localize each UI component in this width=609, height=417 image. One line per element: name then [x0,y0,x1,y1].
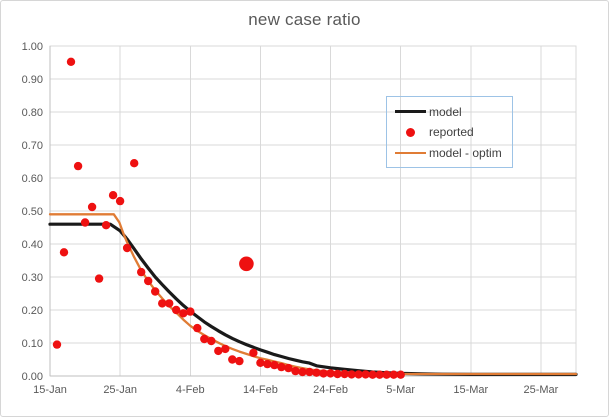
y-tick-label: 1.00 [22,41,43,53]
reported-point [186,307,195,316]
reported-point [221,344,230,354]
reported-point [305,367,314,377]
x-tick-label: 15-Mar [453,384,488,396]
reported-point [94,274,104,283]
y-tick-label: 0.70 [22,140,43,152]
reported-point [249,348,258,358]
y-tick-label: 0.50 [22,206,43,218]
y-tick-label: 0.90 [22,74,43,86]
reported-point [382,370,391,379]
reported-point [80,218,90,227]
reported-point [389,370,398,379]
reported-point [256,358,265,367]
reported-point [158,299,167,308]
x-tick-label: 24-Feb [313,384,348,396]
legend-label-reported: reported [429,125,474,139]
legend-item-model[interactable]: model [395,103,508,121]
reported-point [130,159,139,168]
reported-point [347,370,356,379]
legend-item-model-optim[interactable]: model - optim [395,144,508,162]
reported-point [270,360,279,370]
reported-point [235,356,244,366]
reported-point [87,202,97,212]
y-tick-label: 0.20 [22,305,43,317]
reported-point [228,355,237,364]
reported-point [214,346,223,356]
reported-point [340,369,349,379]
x-tick-label: 5-Mar [386,384,415,396]
reported-point [396,370,405,379]
legend[interactable]: model reported model - optim [386,96,513,168]
reported-point [361,370,370,379]
reported-dot-swatch [406,127,415,137]
reported-point [298,367,307,377]
x-tick-label: 25-Mar [524,384,559,396]
legend-item-reported[interactable]: reported [395,123,508,141]
reported-point [115,196,125,206]
reported-point [165,299,174,308]
reported-point [284,363,293,373]
model-optim-line-swatch [395,151,426,154]
reported-point [108,191,118,200]
reported-point [326,369,335,378]
legend-label-model: model [429,104,462,119]
reported-point [368,370,377,379]
reported-point [312,368,321,377]
reported-outlier-point [239,256,254,272]
model-optim-line [48,213,578,376]
x-tick-label: 4-Feb [176,384,205,396]
reported-point [144,276,153,286]
reported-point [207,336,216,346]
reported-point [172,305,181,315]
reported-point [137,267,146,277]
y-tick-label: 0.30 [22,272,43,284]
y-tick-label: 0.00 [22,371,43,383]
reported-point [52,340,62,349]
model-line-swatch [395,110,426,113]
reported-point [59,248,69,257]
reported-point [193,323,202,333]
reported-point [73,161,83,171]
x-tick-label: 14-Feb [243,384,278,396]
reported-point [263,359,272,369]
reported-point [122,243,132,253]
y-tick-label: 0.40 [22,239,43,251]
reported-point [277,362,286,372]
x-tick-label: 15-Jan [33,384,67,396]
reported-point [101,221,111,230]
reported-point [319,369,328,378]
y-tick-label: 0.10 [22,338,43,350]
reported-point [354,370,363,379]
reported-point [333,369,342,379]
y-tick-label: 0.60 [22,173,43,185]
reported-point [179,309,188,318]
legend-label-model-optim: model - optim [429,145,502,160]
y-tick-label: 0.80 [22,107,43,119]
reported-point [66,57,76,66]
reported-point [151,287,160,296]
reported-point [291,366,300,376]
x-tick-label: 25-Jan [103,384,137,396]
reported-point [200,334,209,344]
reported-point [375,370,384,379]
